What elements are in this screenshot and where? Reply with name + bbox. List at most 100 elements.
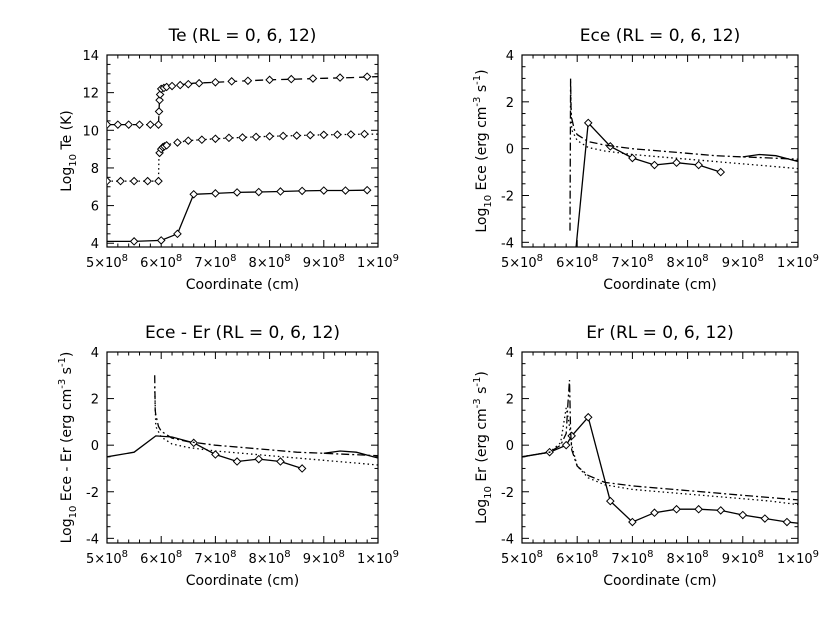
data-point <box>335 73 345 82</box>
series-line-rl-6 <box>154 386 378 466</box>
data-point <box>672 504 681 514</box>
data-point <box>154 176 163 186</box>
plot-frame <box>106 351 379 544</box>
y-tick-label: -4 <box>501 236 514 251</box>
data-point <box>254 454 264 464</box>
series-line-rl-12 <box>569 78 798 231</box>
data-point <box>183 136 193 145</box>
chart-title: Er (RL = 0, 6, 12) <box>586 323 734 343</box>
data-point <box>305 130 315 140</box>
x-axis-label: Coordinate (cm) <box>603 573 716 589</box>
data-point <box>672 158 681 168</box>
data-point <box>276 187 285 196</box>
data-point <box>694 160 703 170</box>
data-point <box>211 450 220 459</box>
data-point <box>738 510 748 520</box>
data-point <box>154 120 163 129</box>
data-point <box>628 153 637 163</box>
series-line-rl-0 <box>107 435 303 470</box>
data-point <box>224 133 234 143</box>
chart-title: Te (RL = 0, 6, 12) <box>168 26 317 46</box>
x-tick-label: 5×108 <box>501 253 543 271</box>
data-point <box>124 120 133 129</box>
data-point <box>162 141 171 150</box>
series-line-rl-12 <box>154 375 378 457</box>
data-point <box>243 76 253 86</box>
x-tick-label: 1×109 <box>777 549 819 567</box>
x-tick-label: 6×108 <box>140 549 182 567</box>
data-point <box>760 514 770 523</box>
x-tick-label: 1×109 <box>357 549 399 567</box>
series-line-rl-0-tail <box>323 450 378 459</box>
x-tick-label: 7×108 <box>194 253 236 271</box>
x-tick-label: 5×108 <box>501 549 543 567</box>
x-tick-label: 9×108 <box>303 549 345 567</box>
data-point <box>333 130 342 139</box>
x-tick-label: 6×108 <box>140 253 182 271</box>
data-point <box>694 504 703 514</box>
series-line-rl-0 <box>107 189 368 243</box>
x-tick-label: 5×108 <box>86 253 128 271</box>
data-point <box>276 457 285 466</box>
y-tick-label: -2 <box>86 486 99 501</box>
data-point <box>650 160 659 170</box>
y-tick-label: 2 <box>91 393 99 408</box>
y-tick-label: 0 <box>91 439 99 454</box>
data-point <box>232 457 242 466</box>
data-point <box>155 95 164 105</box>
plot-frame <box>521 54 799 248</box>
data-point <box>143 176 152 186</box>
series-line-rl-12 <box>107 75 378 126</box>
chart-title: Ece (RL = 0, 6, 12) <box>580 26 740 46</box>
data-point <box>716 506 726 515</box>
y-tick-label: 0 <box>506 439 514 454</box>
y-axis-label: Log10 Te (K) <box>59 110 79 192</box>
data-point <box>211 189 220 198</box>
data-point <box>360 129 369 139</box>
y-tick-label: 6 <box>91 200 99 215</box>
y-tick-label: 8 <box>91 162 99 177</box>
data-point <box>583 118 593 128</box>
data-point <box>189 189 199 199</box>
data-point <box>194 78 204 88</box>
y-axis-label: Log10 Ece (erg cm-3 s-1) <box>472 69 494 232</box>
data-point <box>650 508 659 518</box>
data-point <box>362 185 372 195</box>
series-line-rl-6 <box>569 90 798 170</box>
data-point <box>346 130 356 139</box>
data-point <box>167 81 177 91</box>
y-tick-label: -2 <box>501 189 514 204</box>
data-point <box>155 90 165 99</box>
data-point <box>197 135 207 145</box>
x-tick-label: 1×109 <box>777 253 819 271</box>
plot-frame <box>521 351 799 544</box>
x-tick-label: 6×108 <box>556 253 598 271</box>
data-point <box>254 187 264 197</box>
y-tick-label: -4 <box>86 532 99 547</box>
data-point <box>232 188 242 197</box>
x-axis-label: Coordinate (cm) <box>603 277 716 293</box>
data-point <box>146 120 155 129</box>
y-axis-label: Log10 Er (erg cm-3 s-1) <box>472 371 494 524</box>
x-tick-label: 9×108 <box>722 549 764 567</box>
data-point <box>238 133 247 142</box>
x-tick-label: 8×108 <box>249 253 291 271</box>
data-point <box>129 176 139 186</box>
data-point <box>308 74 318 83</box>
x-tick-label: 7×108 <box>611 253 653 271</box>
data-point <box>297 464 307 473</box>
y-tick-label: 2 <box>506 393 514 408</box>
y-tick-label: -4 <box>501 532 514 547</box>
x-tick-label: 5×108 <box>86 549 128 567</box>
y-tick-label: 4 <box>91 237 99 252</box>
series-line-rl-6 <box>522 407 798 506</box>
data-point <box>292 131 302 140</box>
chart-panel-1: Te (RL = 0, 6, 12) 5×108 6×108 7×108 8×108 9×… <box>59 26 399 293</box>
x-tick-label: 8×108 <box>667 253 709 271</box>
data-point <box>135 120 144 129</box>
series-line-rl-0 <box>575 121 721 247</box>
x-axis-label: Coordinate (cm) <box>186 573 299 589</box>
data-point <box>297 186 307 196</box>
data-point <box>628 517 637 527</box>
data-point <box>251 132 261 142</box>
